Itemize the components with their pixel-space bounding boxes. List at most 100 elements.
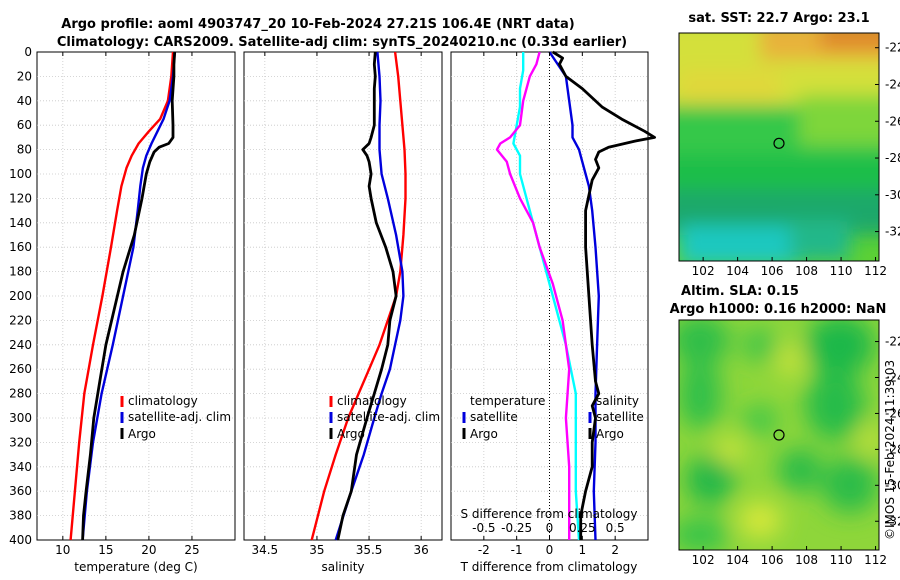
sla-argo-location-marker	[773, 429, 785, 441]
x-tick-label: 1	[579, 543, 587, 557]
x-tick-label: 15	[98, 543, 113, 557]
x-tick-label: -2	[478, 543, 490, 557]
x-tick-label: 108	[795, 264, 818, 278]
x-tick-label: 106	[761, 553, 784, 567]
top-tick-label: 0.5	[606, 521, 625, 535]
sla-heatmap	[679, 320, 879, 550]
y-tick-label: -22	[885, 335, 900, 349]
y-tick-label: 180	[9, 265, 32, 279]
temperature-xlabel: temperature (deg C)	[74, 560, 197, 574]
x-tick-label: -1	[511, 543, 523, 557]
top-tick-label: -0.25	[501, 521, 532, 535]
x-tick-label: 20	[141, 543, 156, 557]
sst-y-ticks: -22 -24 -26 -28 -30 -32	[875, 41, 900, 239]
y-tick-label: 320	[9, 435, 32, 449]
x-tick-label: 35.5	[356, 543, 383, 557]
series-line-argo	[81, 51, 177, 541]
x-tick-label: 112	[864, 553, 887, 567]
salinity-panel: 34.5 35 35.5 36 salinity climatology satell…	[243, 51, 443, 574]
x-tick-label: 104	[726, 264, 749, 278]
y-tick-label: -30	[885, 188, 900, 202]
y-tick-label: 40	[17, 94, 32, 108]
y-tick-label: -24	[885, 77, 900, 91]
series-line-temperature-satellite	[512, 52, 581, 541]
y-tick-label: -28	[885, 442, 900, 456]
y-tick-label: 360	[9, 484, 32, 498]
series-line-climatology	[310, 51, 407, 541]
series-line-argo	[336, 51, 398, 541]
difference-legend-left: temperature satellite Argo	[462, 394, 545, 441]
x-tick-label: 35	[309, 543, 324, 557]
legend-argo-label: Argo	[337, 427, 365, 441]
sst-heatmap	[679, 33, 879, 261]
salinity-xlabel: salinity	[321, 560, 364, 574]
y-tick-label: -30	[885, 478, 900, 492]
legend-climatology-label: climatology	[128, 394, 198, 408]
x-tick-label: 34.5	[251, 543, 278, 557]
legend-argo-label: Argo	[128, 427, 156, 441]
difference-top-ticks: -0.5 -0.25 0 0.25 0.5	[472, 521, 625, 535]
x-tick-label: 102	[692, 264, 715, 278]
y-tick-label: 100	[9, 167, 32, 181]
y-tick-label: -28	[885, 151, 900, 165]
salinity-legend: climatology satellite-adj. clim Argo	[329, 394, 440, 441]
sst-map-title: sat. SST: 22.7 Argo: 23.1	[688, 11, 869, 26]
series-line-salinity-argo	[552, 50, 656, 540]
y-tick-label: 120	[9, 191, 32, 205]
y-tick-label: 0	[24, 45, 32, 59]
temperature-x-ticks: 10 15 20 25	[55, 52, 200, 557]
series-line-temperature-argo	[495, 51, 571, 540]
temperature-panel: 0 20 40 60 80 100 120 140 160 180 200 220 240 260 280 3…	[9, 45, 236, 574]
sst-x-ticks: 102 104 106 108 110 112	[692, 257, 887, 278]
sla-map-title-line2: Argo h1000: 0.16 h2000: NaN	[670, 302, 887, 317]
x-tick-label: 106	[761, 264, 784, 278]
y-tick-label: 200	[9, 289, 32, 303]
salinity-lines	[310, 51, 407, 541]
t-difference-xlabel: T difference from climatology	[460, 560, 638, 574]
x-tick-label: 102	[692, 553, 715, 567]
y-tick-label: -32	[885, 514, 900, 528]
y-tick-label: 300	[9, 411, 32, 425]
top-tick-label: 0	[546, 521, 554, 535]
legend-salinity-title: salinity	[596, 394, 639, 408]
x-tick-label: 110	[830, 553, 853, 567]
top-tick-label: -0.5	[472, 521, 495, 535]
series-line-satellite-adj-clim	[334, 51, 405, 541]
y-tick-label: -24	[885, 371, 900, 385]
series-line-climatology	[69, 51, 175, 541]
s-difference-label: S difference from climatology	[461, 507, 638, 521]
y-tick-label: -32	[885, 225, 900, 239]
series-line-salinity-satellite	[548, 51, 600, 541]
y-tick-label: -26	[885, 114, 900, 128]
difference-panel: -2 -1 0 1 2 -0.5 -0.25 0 0.25 0.5 S difference f…	[450, 50, 656, 574]
x-tick-label: 108	[795, 553, 818, 567]
y-tick-label: 160	[9, 240, 32, 254]
legend-satellite-label: satellite-adj. clim	[128, 410, 231, 424]
legend-temperature-title: temperature	[470, 394, 545, 408]
temperature-legend: climatology satellite-adj. clim Argo	[120, 394, 231, 441]
difference-legend-right: salinity satellite Argo	[588, 394, 644, 441]
sst-argo-location-marker	[773, 137, 785, 149]
x-tick-label: 36	[414, 543, 429, 557]
y-tick-label: 80	[17, 143, 32, 157]
legend-satellite-label: satellite	[470, 410, 518, 424]
x-tick-label: 10	[55, 543, 70, 557]
x-tick-label: 0	[546, 543, 554, 557]
legend-satellite-label: satellite-adj. clim	[337, 410, 440, 424]
salinity-x-ticks: 34.5 35 35.5 36	[251, 52, 429, 557]
y-tick-label: -26	[885, 406, 900, 420]
legend-argo-label: Argo	[596, 427, 624, 441]
sla-x-ticks: 102 104 106 108 110 112	[692, 546, 887, 567]
temperature-y-ticks: 0 20 40 60 80 100 120 140 160 180 200 220 240 260 280 3…	[9, 45, 32, 547]
legend-satellite-label: satellite	[596, 410, 644, 424]
y-tick-label: 220	[9, 313, 32, 327]
sla-y-ticks: -22 -24 -26 -28 -30 -32	[875, 335, 900, 528]
top-tick-label: 0.25	[569, 521, 596, 535]
y-tick-label: 60	[17, 118, 32, 132]
temperature-grid	[37, 52, 235, 540]
y-tick-label: 280	[9, 387, 32, 401]
figure-title-line1: Argo profile: aoml 4903747_20 10-Feb-202…	[61, 17, 574, 32]
figure-title-line2: Climatology: CARS2009. Satellite-adj cli…	[57, 35, 627, 50]
difference-x-ticks: -2 -1 0 1 2	[478, 52, 619, 557]
